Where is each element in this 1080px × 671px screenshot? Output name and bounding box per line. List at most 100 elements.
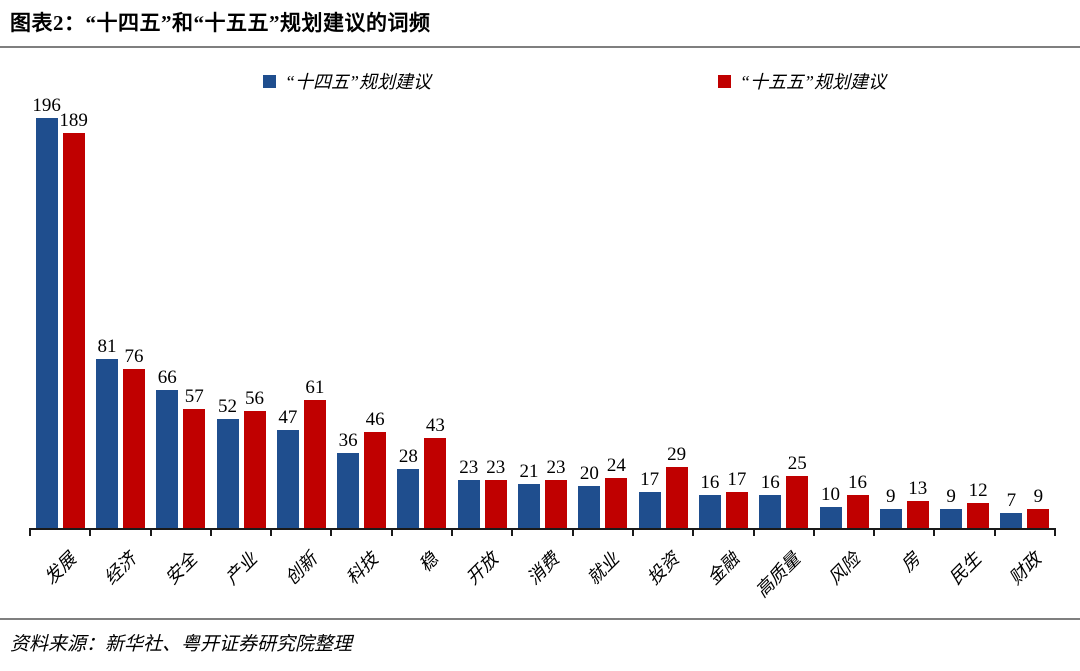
bar-value-label: 81 (97, 335, 117, 357)
chart-footer: 资料来源：新华社、粤开证券研究院整理 (0, 618, 1080, 656)
bar-value-label: 66 (157, 366, 177, 388)
bar-group: 52 56 (211, 110, 271, 528)
chart-header: 图表2：“十四五”和“十五五”规划建议的词频 (0, 0, 1080, 48)
bar: 16 (698, 473, 721, 528)
bar: 76 (122, 347, 145, 528)
bar-value-label: 46 (365, 408, 385, 430)
bar-value-label: 52 (218, 396, 238, 418)
bar: 52 (216, 397, 239, 528)
axis-tick (812, 528, 815, 536)
x-axis-label: 风险 (824, 548, 864, 589)
x-axis-label: 经济 (100, 548, 141, 589)
bar: 61 (303, 378, 326, 528)
x-axis-label: 就业 (583, 548, 623, 589)
bar-value-label: 47 (278, 406, 298, 428)
bar: 196 (32, 96, 61, 528)
bar-group: 196 189 (30, 96, 90, 528)
bar-value-label: 16 (848, 471, 867, 493)
axis-tick (149, 528, 152, 536)
axis-tick (631, 528, 634, 536)
bar: 36 (337, 431, 360, 528)
axis-tick (29, 528, 31, 536)
x-axis-label: 高质量 (751, 548, 804, 602)
bar: 46 (364, 410, 387, 528)
axis-tick (571, 528, 574, 536)
x-axis-ticks (29, 528, 1056, 537)
bar-group: 17 29 (633, 110, 693, 528)
legend-item-15th-plan: “十五五”规划建议 (718, 68, 886, 94)
x-axis-label: 房 (897, 548, 925, 576)
bar: 47 (276, 408, 299, 528)
bar: 66 (156, 368, 179, 528)
bar: 13 (906, 479, 929, 528)
bar-value-label: 196 (32, 95, 61, 116)
bar-value-label: 23 (546, 456, 566, 478)
bar-value-label: 16 (760, 471, 780, 493)
bar-group: 23 23 (452, 110, 512, 528)
bar: 16 (846, 473, 869, 528)
bar-value-label: 23 (486, 456, 506, 478)
legend-item-14th-plan: “十四五”规划建议 (263, 68, 431, 94)
axis-tick (390, 528, 393, 536)
bar: 21 (518, 462, 541, 528)
axis-tick (511, 528, 514, 536)
bar-value-label: 56 (245, 387, 265, 409)
bar-value-label: 43 (425, 415, 445, 437)
legend-label-14th-plan: “十四五”规划建议 (285, 72, 432, 92)
bar-value-label: 17 (640, 469, 660, 491)
bar-value-label: 189 (59, 109, 88, 131)
x-axis-label: 创新 (281, 548, 322, 589)
bar-group: 9 12 (934, 110, 994, 528)
bar: 24 (605, 456, 628, 528)
bar-value-label: 16 (700, 471, 720, 493)
axis-tick (209, 528, 212, 536)
bar: 25 (786, 454, 809, 528)
axis-tick (752, 528, 755, 536)
bar: 9 (879, 487, 902, 528)
axis-tick (933, 528, 936, 536)
bar-group: 16 25 (754, 110, 814, 528)
x-axis-label: 发展 (40, 548, 81, 589)
x-axis-label: 民生 (944, 548, 985, 589)
bar-value-label: 10 (821, 484, 840, 506)
bar-value-label: 7 (1006, 490, 1017, 512)
bar-value-label: 9 (1033, 486, 1044, 508)
bar-value-label: 29 (667, 444, 687, 466)
bar-value-label: 23 (459, 456, 479, 478)
bar-group: 81 76 (90, 110, 150, 528)
bar: 28 (397, 447, 420, 528)
bar-group: 10 16 (814, 110, 874, 528)
bar-value-label: 24 (606, 454, 626, 476)
bar-value-label: 17 (727, 469, 747, 491)
x-axis-label: 开放 (462, 548, 503, 589)
bar-group: 20 24 (573, 110, 633, 528)
axis-tick (692, 528, 695, 536)
bar: 16 (759, 473, 782, 528)
bar: 189 (59, 111, 88, 528)
bar-value-label: 61 (305, 377, 325, 399)
axis-tick (451, 528, 454, 536)
bar-value-label: 36 (338, 429, 358, 451)
x-axis-label: 产业 (221, 548, 262, 589)
x-axis-label: 投资 (643, 548, 684, 589)
bar: 23 (484, 458, 507, 528)
x-axis-label: 金融 (703, 548, 744, 589)
bar: 43 (424, 416, 447, 528)
axis-tick (1054, 528, 1056, 536)
bar-group: 66 57 (151, 110, 211, 528)
bar-value-label: 9 (946, 486, 956, 508)
bar: 23 (545, 458, 568, 528)
axis-tick (89, 528, 92, 536)
bar-value-label: 57 (184, 385, 204, 407)
legend-swatch-blue (263, 74, 276, 88)
legend-label-15th-plan: “十五五”规划建议 (740, 72, 887, 92)
axis-tick (873, 528, 876, 536)
bar-group: 16 17 (693, 110, 753, 528)
bar: 56 (243, 389, 266, 528)
legend-swatch-red (718, 74, 731, 88)
bar-group: 28 43 (392, 110, 452, 528)
axis-tick (270, 528, 273, 536)
x-axis-label: 安全 (161, 548, 201, 589)
